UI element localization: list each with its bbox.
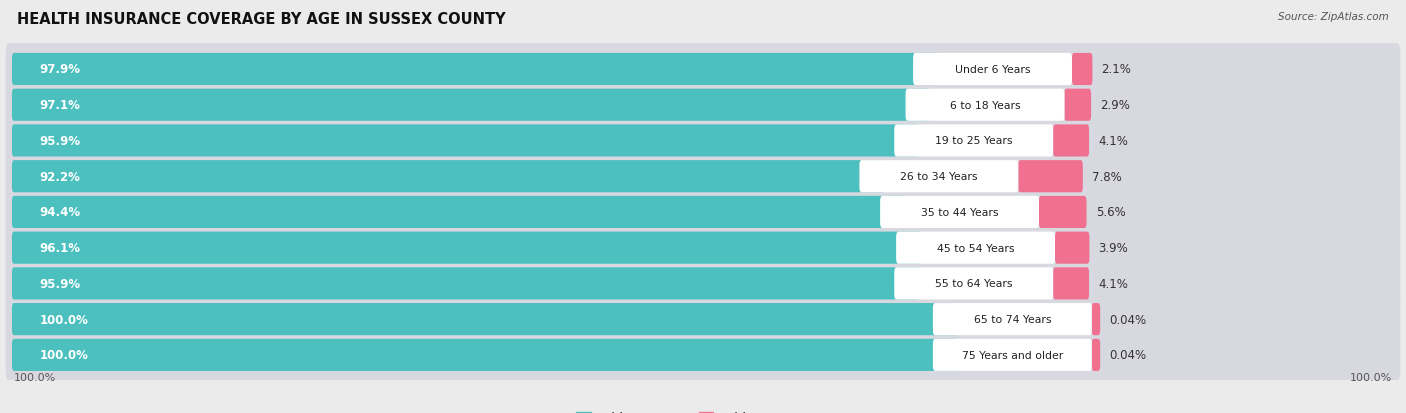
FancyBboxPatch shape — [1053, 268, 1090, 300]
FancyBboxPatch shape — [11, 303, 959, 335]
Text: Under 6 Years: Under 6 Years — [955, 65, 1031, 75]
FancyBboxPatch shape — [1064, 90, 1091, 121]
Text: 45 to 54 Years: 45 to 54 Years — [936, 243, 1014, 253]
FancyBboxPatch shape — [6, 258, 1400, 310]
Text: 0.04%: 0.04% — [1109, 349, 1146, 361]
Text: 97.9%: 97.9% — [39, 63, 80, 76]
FancyBboxPatch shape — [6, 186, 1400, 238]
FancyBboxPatch shape — [11, 90, 931, 121]
Text: HEALTH INSURANCE COVERAGE BY AGE IN SUSSEX COUNTY: HEALTH INSURANCE COVERAGE BY AGE IN SUSS… — [17, 12, 506, 27]
Text: 100.0%: 100.0% — [39, 313, 89, 326]
FancyBboxPatch shape — [11, 161, 884, 193]
Text: 92.2%: 92.2% — [39, 170, 80, 183]
Text: Source: ZipAtlas.com: Source: ZipAtlas.com — [1278, 12, 1389, 22]
FancyBboxPatch shape — [1054, 232, 1090, 264]
Text: 2.9%: 2.9% — [1101, 99, 1130, 112]
FancyBboxPatch shape — [905, 90, 1064, 121]
FancyBboxPatch shape — [1071, 54, 1092, 86]
Legend: With Coverage, Without Coverage: With Coverage, Without Coverage — [572, 406, 834, 413]
FancyBboxPatch shape — [934, 339, 1092, 371]
FancyBboxPatch shape — [11, 125, 920, 157]
Text: 7.8%: 7.8% — [1092, 170, 1122, 183]
Text: 75 Years and older: 75 Years and older — [962, 350, 1063, 360]
Text: 100.0%: 100.0% — [39, 349, 89, 361]
Text: 55 to 64 Years: 55 to 64 Years — [935, 279, 1012, 289]
FancyBboxPatch shape — [894, 268, 1053, 300]
FancyBboxPatch shape — [1039, 196, 1087, 228]
FancyBboxPatch shape — [6, 151, 1400, 203]
FancyBboxPatch shape — [934, 303, 1092, 335]
Text: 26 to 34 Years: 26 to 34 Years — [900, 172, 977, 182]
FancyBboxPatch shape — [859, 161, 1018, 193]
FancyBboxPatch shape — [894, 125, 1053, 157]
Text: 6 to 18 Years: 6 to 18 Years — [949, 100, 1021, 110]
FancyBboxPatch shape — [6, 222, 1400, 274]
Text: 35 to 44 Years: 35 to 44 Years — [921, 207, 998, 217]
FancyBboxPatch shape — [912, 54, 1071, 86]
FancyBboxPatch shape — [6, 79, 1400, 131]
FancyBboxPatch shape — [11, 339, 959, 371]
FancyBboxPatch shape — [11, 268, 920, 300]
FancyBboxPatch shape — [11, 54, 938, 86]
Text: 100.0%: 100.0% — [1350, 372, 1392, 382]
FancyBboxPatch shape — [1092, 339, 1099, 371]
Text: 0.04%: 0.04% — [1109, 313, 1146, 326]
Text: 4.1%: 4.1% — [1098, 277, 1128, 290]
FancyBboxPatch shape — [11, 196, 905, 228]
FancyBboxPatch shape — [11, 232, 921, 264]
Text: 95.9%: 95.9% — [39, 277, 80, 290]
FancyBboxPatch shape — [6, 44, 1400, 96]
FancyBboxPatch shape — [6, 329, 1400, 381]
Text: 3.9%: 3.9% — [1098, 242, 1128, 254]
Text: 95.9%: 95.9% — [39, 135, 80, 147]
Text: 94.4%: 94.4% — [39, 206, 80, 219]
FancyBboxPatch shape — [1053, 125, 1090, 157]
Text: 19 to 25 Years: 19 to 25 Years — [935, 136, 1012, 146]
Text: 97.1%: 97.1% — [39, 99, 80, 112]
FancyBboxPatch shape — [1018, 161, 1083, 193]
FancyBboxPatch shape — [880, 196, 1039, 228]
FancyBboxPatch shape — [1092, 303, 1099, 335]
Text: 4.1%: 4.1% — [1098, 135, 1128, 147]
FancyBboxPatch shape — [896, 232, 1054, 264]
Text: 100.0%: 100.0% — [14, 372, 56, 382]
Text: 65 to 74 Years: 65 to 74 Years — [973, 314, 1052, 324]
FancyBboxPatch shape — [6, 115, 1400, 167]
Text: 96.1%: 96.1% — [39, 242, 80, 254]
FancyBboxPatch shape — [6, 293, 1400, 345]
Text: 5.6%: 5.6% — [1095, 206, 1125, 219]
Text: 2.1%: 2.1% — [1101, 63, 1132, 76]
